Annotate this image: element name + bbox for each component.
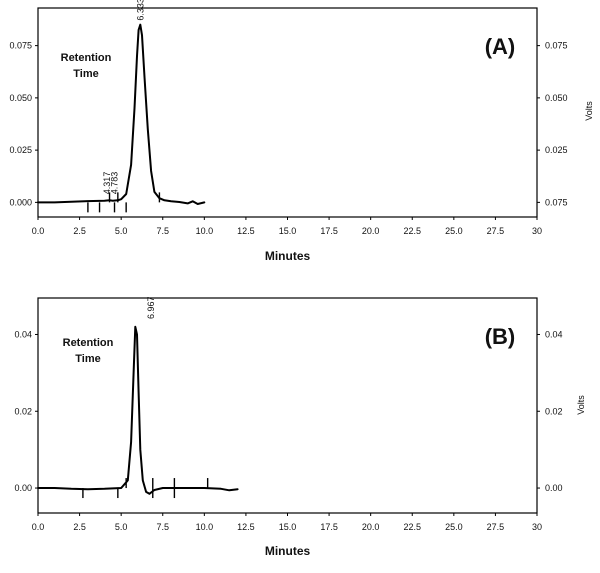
x-tick-label: 17.5: [320, 226, 338, 236]
y-tick-label-left: 0.025: [9, 145, 32, 155]
y-tick-label-right: 0.075: [545, 41, 568, 51]
chromatogram-panel-b: 0.0 2.5 5.0 7.5 10.0 12.5 15.0 17.5 20.0 22.5 25.0…: [14, 296, 586, 558]
x-tick-label: 12.5: [237, 522, 255, 532]
peak-retention-label: 4.317: [102, 172, 112, 195]
y-tick-label-right: 0.04: [545, 329, 563, 339]
retention-time-annotation: Retention: [61, 52, 112, 64]
y-axis-title-right: Volts: [576, 395, 586, 415]
y-tick-label-right: 0.025: [545, 145, 568, 155]
x-tick-label: 7.5: [156, 522, 169, 532]
y-tick-label-left: 0.00: [14, 483, 32, 493]
x-tick-label: 25.0: [445, 226, 463, 236]
x-tick-label: 30: [532, 522, 542, 532]
x-tick-label: 2.5: [73, 226, 86, 236]
x-tick-label: 5.0: [115, 226, 128, 236]
x-tick-label: 17.5: [320, 522, 338, 532]
x-axis-title: Minutes: [265, 249, 311, 263]
x-tick-label: 10.0: [196, 226, 214, 236]
y-axis-title-right: Volts: [584, 101, 594, 121]
y-tick-label-left: 0.04: [14, 329, 32, 339]
y-tick-label-left: 0.02: [14, 406, 32, 416]
x-tick-label: 7.5: [156, 226, 169, 236]
plot-frame: [37, 297, 538, 514]
x-tick-label: 2.5: [73, 522, 86, 532]
x-tick-label: 22.5: [403, 522, 421, 532]
x-tick-label: 27.5: [487, 226, 505, 236]
x-tick-label: 27.5: [487, 522, 505, 532]
x-tick-label: 20.0: [362, 226, 380, 236]
retention-time-annotation: Time: [75, 353, 100, 365]
x-tick-label: 5.0: [115, 522, 128, 532]
x-tick-label: 25.0: [445, 522, 463, 532]
retention-time-annotation: Retention: [63, 337, 114, 349]
x-tick-label: 0.0: [32, 226, 45, 236]
x-tick-label: 0.0: [32, 522, 45, 532]
x-tick-label: 15.0: [279, 522, 297, 532]
x-tick-label: 12.5: [237, 226, 255, 236]
signal-series-line: [37, 325, 239, 495]
y-tick-label-right: 0.050: [545, 93, 568, 103]
x-tick-label: 10.0: [196, 522, 214, 532]
peak-retention-label: 6.333: [135, 0, 145, 21]
x-tick-label: 30: [532, 226, 542, 236]
peak-retention-label: 4.783: [110, 172, 120, 195]
y-tick-label-left: 0.050: [9, 93, 32, 103]
panel-label: (A): [485, 34, 516, 59]
y-tick-label-right: 0.075: [545, 197, 568, 207]
y-tick-label-left: 0.000: [9, 197, 32, 207]
signal-series-line: [37, 23, 206, 205]
x-axis-title: Minutes: [265, 544, 311, 558]
peak-retention-label: 6.967: [146, 296, 156, 319]
x-tick-label: 22.5: [403, 226, 421, 236]
retention-time-annotation: Time: [73, 68, 98, 80]
x-tick-label: 15.0: [279, 226, 297, 236]
panel-label: (B): [485, 324, 516, 349]
y-tick-label-left: 0.075: [9, 41, 32, 51]
x-tick-label: 20.0: [362, 522, 380, 532]
chromatogram-panel-a: 0.0 2.5 5.0 7.5 10.0 12.5 15.0 17.5 20.0 22.5 25.0…: [9, 0, 594, 263]
y-tick-label-right: 0.00: [545, 483, 563, 493]
y-tick-label-right: 0.02: [545, 406, 563, 416]
